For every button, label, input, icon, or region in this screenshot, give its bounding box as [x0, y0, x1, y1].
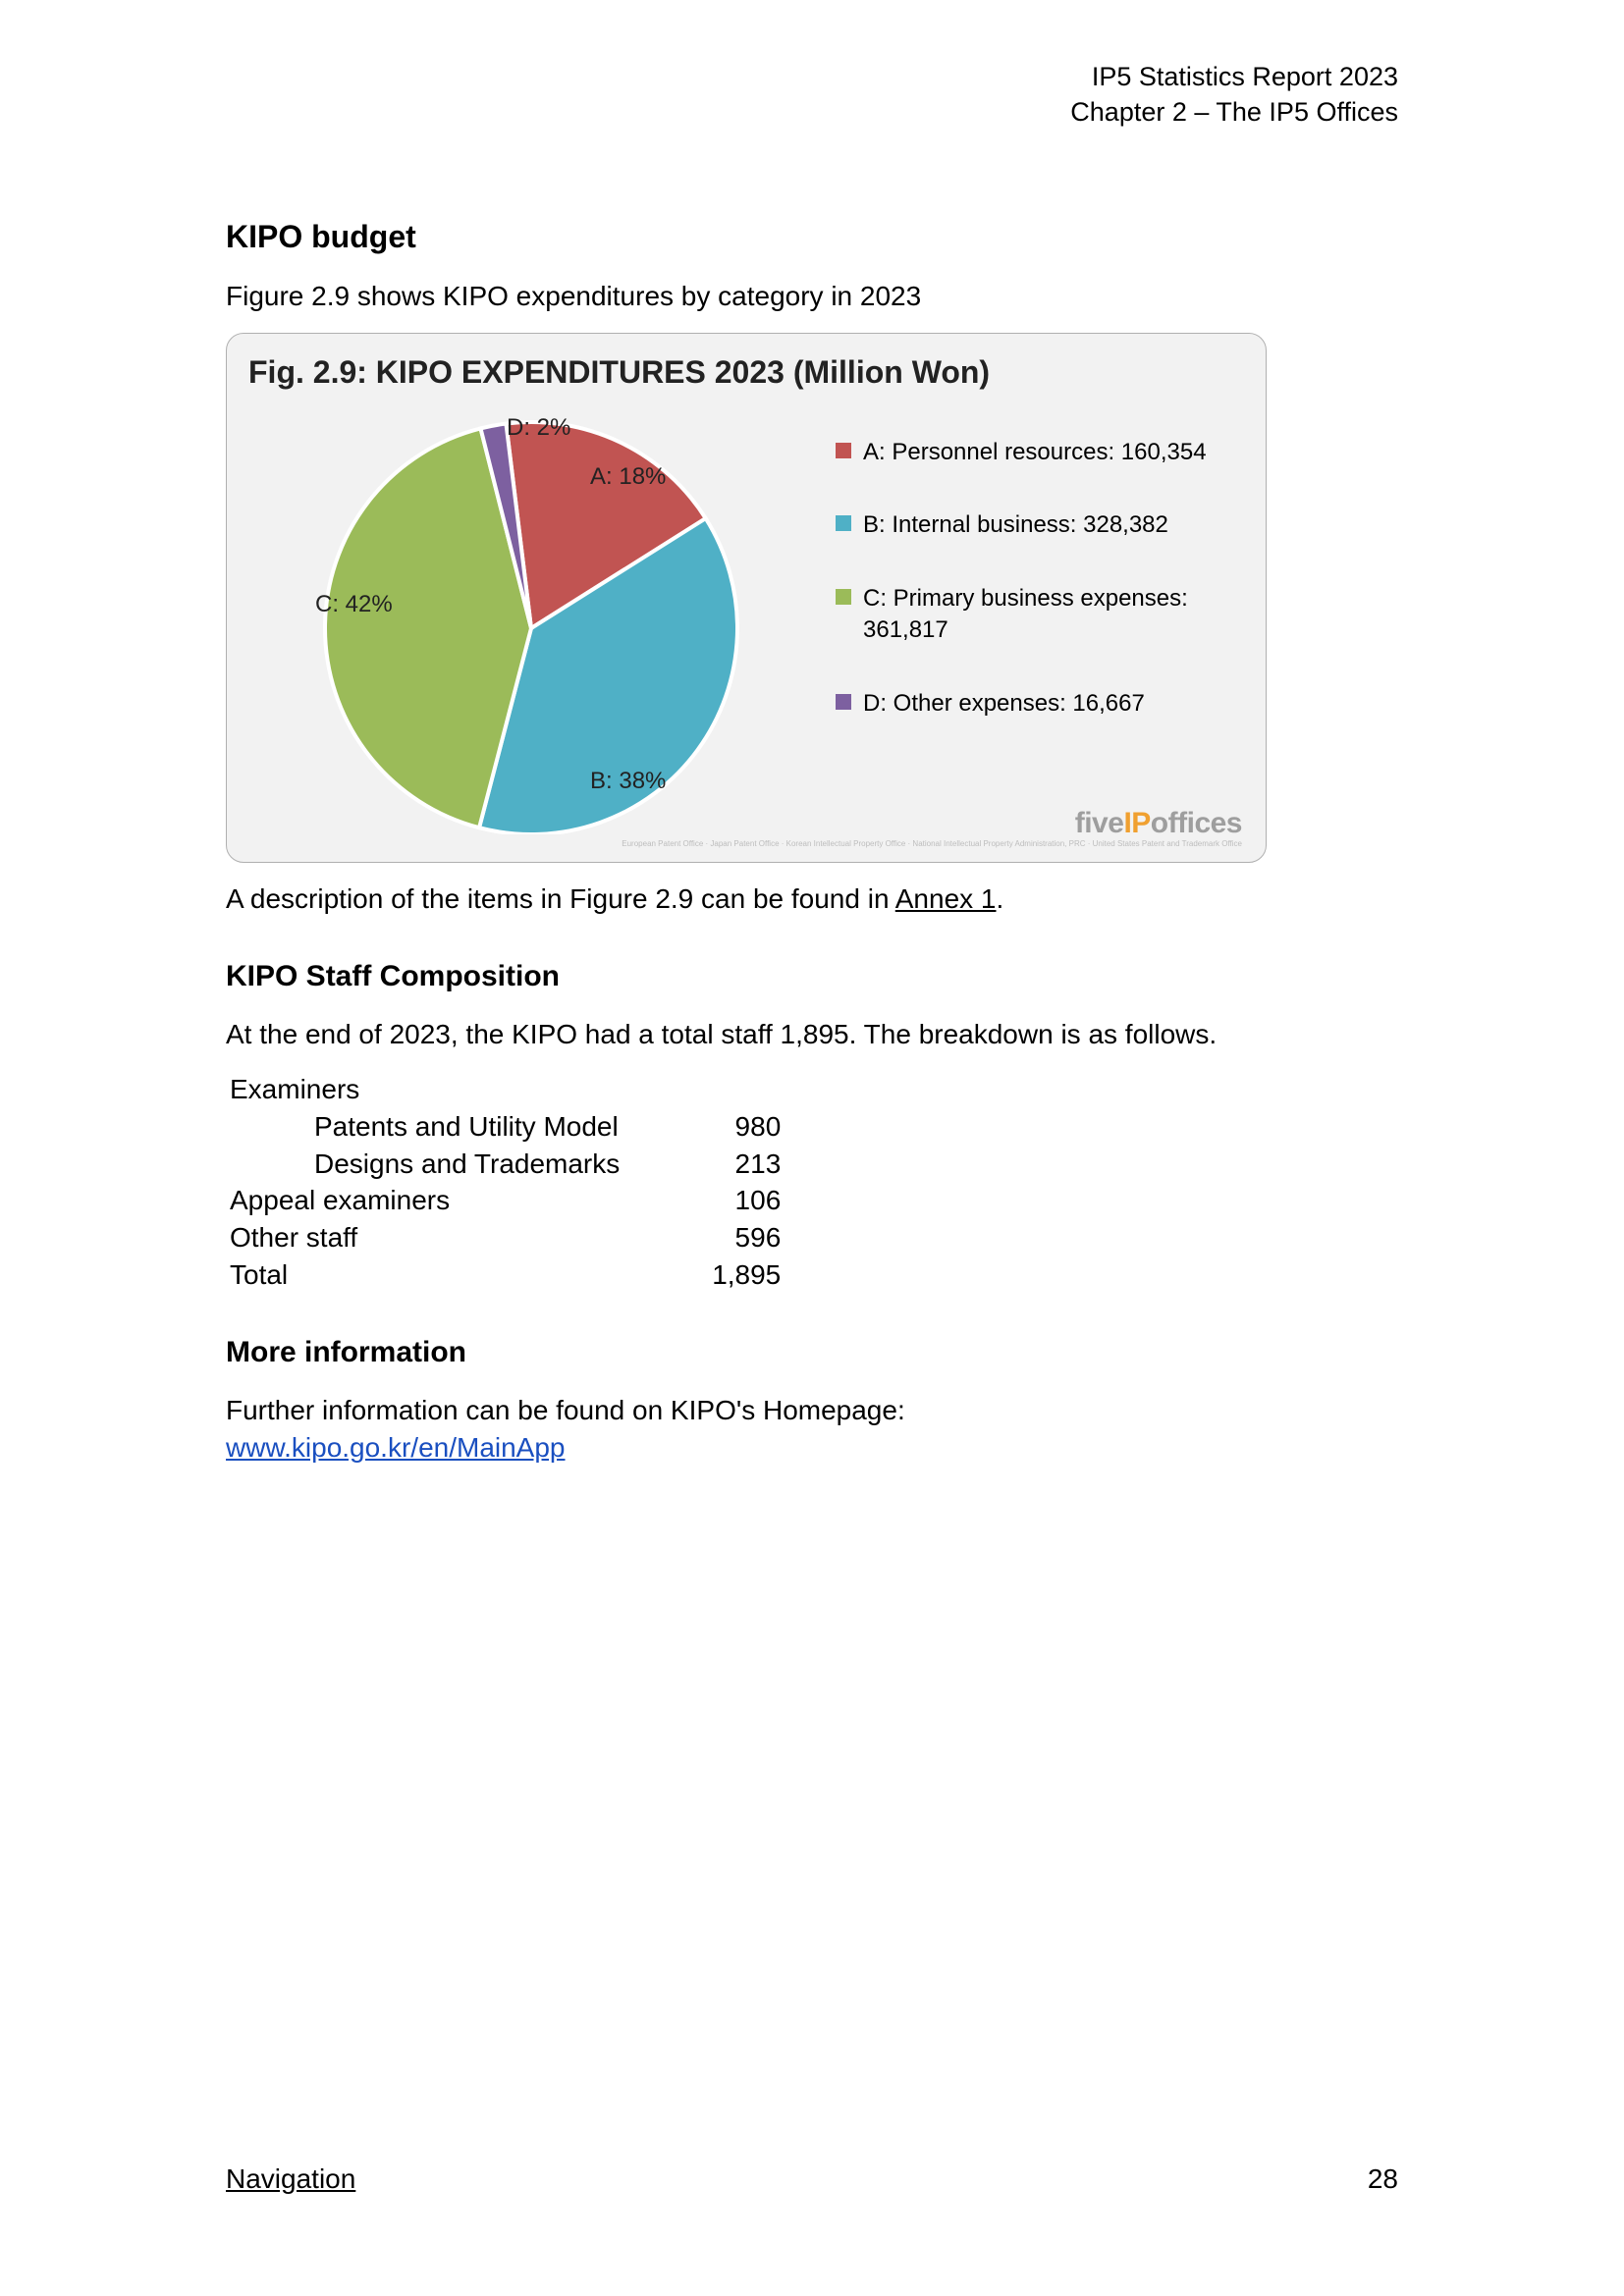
staff-label: Total	[226, 1256, 623, 1294]
brand-part-2: IP	[1123, 807, 1150, 839]
legend-label-d: D: Other expenses: 16,667	[863, 688, 1145, 720]
section-title: KIPO budget	[226, 216, 1398, 258]
pie-label-d: D: 2%	[507, 412, 570, 444]
annex-pre: A description of the items in Figure 2.9…	[226, 883, 895, 914]
annex-link[interactable]: Annex 1	[895, 883, 997, 914]
figure-2-9: Fig. 2.9: KIPO EXPENDITURES 2023 (Millio…	[226, 333, 1267, 863]
staff-label: Other staff	[226, 1219, 623, 1256]
legend-label-c: C: Primary business expenses: 361,817	[863, 583, 1266, 647]
more-info-paragraph: Further information can be found on KIPO…	[226, 1392, 1398, 1467]
staff-label: Examiners	[226, 1071, 623, 1108]
pie-label-c: C: 42%	[315, 589, 393, 620]
more-info-heading: More information	[226, 1333, 1398, 1373]
page-header: IP5 Statistics Report 2023 Chapter 2 – T…	[1070, 59, 1398, 131]
header-line-2: Chapter 2 – The IP5 Offices	[1070, 94, 1398, 130]
brand-subtext: European Patent Office · Japan Patent Of…	[622, 840, 1242, 848]
navigation-link[interactable]: Navigation	[226, 2161, 355, 2198]
legend-swatch-b	[836, 515, 851, 531]
staff-value: 1,895	[623, 1256, 785, 1294]
more-info-text: Further information can be found on KIPO…	[226, 1395, 905, 1425]
table-row: Other staff596	[226, 1219, 785, 1256]
figure-title: Fig. 2.9: KIPO EXPENDITURES 2023 (Millio…	[248, 351, 1244, 394]
document-page: IP5 Statistics Report 2023 Chapter 2 – T…	[0, 0, 1624, 2296]
table-row: Appeal examiners106	[226, 1182, 785, 1219]
staff-label: Appeal examiners	[226, 1182, 623, 1219]
legend-item-c: C: Primary business expenses: 361,817	[836, 583, 1266, 647]
kipo-homepage-link[interactable]: www.kipo.go.kr/en/MainApp	[226, 1432, 566, 1463]
staff-heading: KIPO Staff Composition	[226, 957, 1398, 997]
page-number: 28	[1368, 2161, 1398, 2198]
staff-value: 980	[623, 1108, 785, 1146]
legend-item-d: D: Other expenses: 16,667	[836, 688, 1266, 720]
brand-text: fiveIPoffices	[622, 809, 1242, 838]
staff-label: Designs and Trademarks	[226, 1146, 623, 1183]
legend-swatch-a	[836, 443, 851, 458]
legend-item-b: B: Internal business: 328,382	[836, 509, 1266, 541]
pie-label-b: B: 38%	[590, 766, 666, 797]
staff-value: 596	[623, 1219, 785, 1256]
table-row: Total1,895	[226, 1256, 785, 1294]
brand-logo: fiveIPoffices European Patent Office · J…	[622, 809, 1242, 848]
staff-intro: At the end of 2023, the KIPO had a total…	[226, 1016, 1398, 1053]
table-row: Designs and Trademarks213	[226, 1146, 785, 1183]
legend-swatch-d	[836, 694, 851, 710]
table-row: Examiners	[226, 1071, 785, 1108]
page-footer: Navigation 28	[226, 2161, 1398, 2198]
legend-swatch-c	[836, 589, 851, 605]
brand-part-1: five	[1075, 807, 1124, 839]
legend-item-a: A: Personnel resources: 160,354	[836, 437, 1266, 468]
staff-label: Patents and Utility Model	[226, 1108, 623, 1146]
staff-value: 106	[623, 1182, 785, 1219]
legend-label-b: B: Internal business: 328,382	[863, 509, 1168, 541]
intro-paragraph: Figure 2.9 shows KIPO expenditures by ca…	[226, 278, 1398, 315]
annex-post: .	[997, 883, 1004, 914]
staff-table: ExaminersPatents and Utility Model980Des…	[226, 1071, 785, 1294]
staff-value: 213	[623, 1146, 785, 1183]
brand-part-3: offices	[1151, 807, 1242, 839]
pie-chart: A: 18% B: 38% C: 42% D: 2%	[286, 402, 777, 844]
header-line-1: IP5 Statistics Report 2023	[1070, 59, 1398, 94]
annex-paragraph: A description of the items in Figure 2.9…	[226, 881, 1398, 918]
table-row: Patents and Utility Model980	[226, 1108, 785, 1146]
legend-label-a: A: Personnel resources: 160,354	[863, 437, 1207, 468]
staff-value	[623, 1071, 785, 1108]
pie-legend: A: Personnel resources: 160,354 B: Intern…	[836, 437, 1266, 761]
pie-label-a: A: 18%	[590, 461, 666, 493]
